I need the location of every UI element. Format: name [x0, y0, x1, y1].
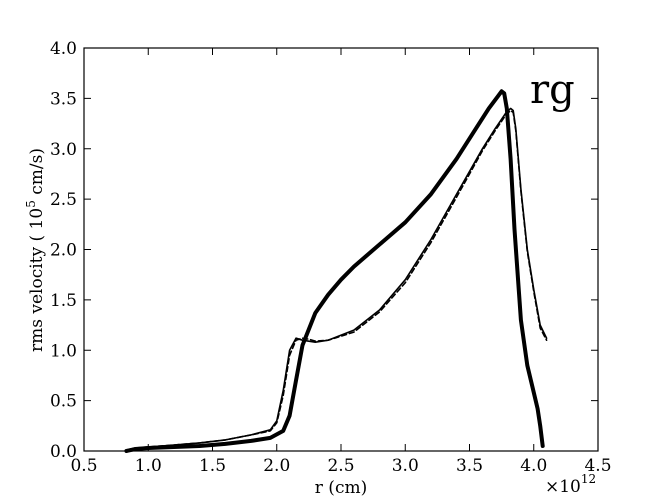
y-tick-labels: 0.0 0.5 1.0 1.5 2.0 2.5 3.0 3.5 4.0 — [50, 39, 77, 462]
x-tick-label: 0.5 — [70, 456, 97, 476]
x-offset-exponent: 12 — [581, 472, 596, 486]
y-tick-label: 3.0 — [50, 140, 77, 160]
y-tick-label: 4.0 — [50, 39, 77, 59]
x-tick-label: 2.5 — [327, 456, 354, 476]
panel-label: rg — [530, 67, 575, 113]
y-tick-label: 3.5 — [50, 89, 77, 109]
x-tick-label: 1.0 — [135, 456, 162, 476]
y-tick-label: 2.0 — [50, 241, 77, 261]
x-tick-label: 4.0 — [520, 456, 547, 476]
y-axis-label-suffix: cm/s) — [27, 148, 47, 200]
x-tick-labels: 0.5 1.0 1.5 2.0 2.5 3.0 3.5 4.0 4.5 — [70, 456, 611, 476]
y-axis-label-prefix: rms velocity ( 10 — [27, 208, 47, 352]
series-layer — [124, 89, 548, 453]
x-tick-label: 3.0 — [392, 456, 419, 476]
y-tick-label: 1.0 — [50, 341, 77, 361]
x-tick-label: 4.5 — [584, 456, 611, 476]
tick-layer — [83, 47, 599, 452]
y-tick-label: 0.5 — [50, 392, 77, 412]
x-offset-base: ×10 — [545, 477, 581, 497]
y-axis-label-exponent: 5 — [24, 200, 38, 208]
y-tick-label: 0.0 — [50, 442, 77, 462]
y-axis-label: rms velocity ( 105 cm/s) — [24, 148, 47, 352]
x-tick-label: 1.5 — [199, 456, 226, 476]
x-tick-label: 2.0 — [263, 456, 290, 476]
x-axis-label: r (cm) — [315, 478, 367, 498]
x-tick-label: 3.5 — [456, 456, 483, 476]
series-line-thick-solid — [124, 89, 545, 453]
x-offset-text: ×1012 — [545, 472, 596, 497]
y-tick-label: 1.5 — [50, 291, 77, 311]
y-tick-label: 2.5 — [50, 190, 77, 210]
series-line-thin-dashed — [125, 109, 548, 451]
